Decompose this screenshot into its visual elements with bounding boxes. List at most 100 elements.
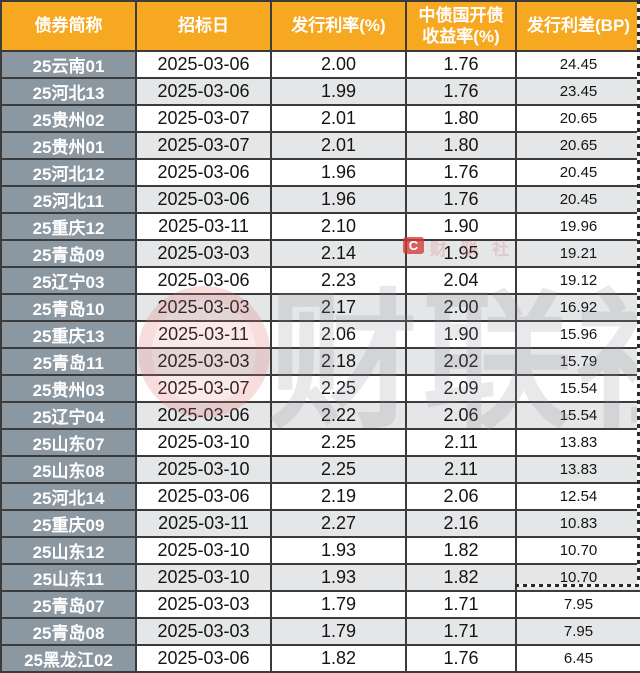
table-row: 25重庆09 2025-03-11 2.27 2.16 10.83	[0, 509, 640, 538]
bond-name-cell: 25山东08	[0, 455, 137, 484]
data-cell: 1.80	[405, 104, 517, 133]
data-cell: 20.65	[515, 131, 640, 160]
table-row: 25河北11 2025-03-06 1.96 1.76 20.45	[0, 185, 640, 214]
data-cell: 1.90	[405, 212, 517, 241]
data-cell: 2025-03-03	[135, 347, 272, 376]
data-cell: 6.45	[515, 644, 640, 673]
data-cell: 24.45	[515, 50, 640, 79]
table-row: 25青岛09 2025-03-03 2.14 1.95 19.21	[0, 239, 640, 268]
data-cell: 20.45	[515, 158, 640, 187]
data-cell: 19.96	[515, 212, 640, 241]
data-cell: 2025-03-03	[135, 590, 272, 619]
table-row: 25河北12 2025-03-06 1.96 1.76 20.45	[0, 158, 640, 187]
bond-name-cell: 25贵州02	[0, 104, 137, 133]
data-cell: 2.25	[270, 455, 407, 484]
data-cell: 2.17	[270, 293, 407, 322]
data-cell: 20.45	[515, 185, 640, 214]
data-cell: 2025-03-07	[135, 104, 272, 133]
data-cell: 1.71	[405, 617, 517, 646]
bond-name-cell: 25河北13	[0, 77, 137, 106]
bond-name-cell: 25贵州01	[0, 131, 137, 160]
data-cell: 2.01	[270, 131, 407, 160]
table-row: 25山东12 2025-03-10 1.93 1.82 10.70	[0, 536, 640, 565]
bond-name-cell: 25重庆09	[0, 509, 137, 538]
data-cell: 15.54	[515, 401, 640, 430]
data-cell: 19.21	[515, 239, 640, 268]
data-cell: 2025-03-06	[135, 401, 272, 430]
selection-marquee-right-edge	[637, 0, 640, 587]
table-row: 25辽宁04 2025-03-06 2.22 2.06 15.54	[0, 401, 640, 430]
bond-name-cell: 25河北12	[0, 158, 137, 187]
table-row: 25贵州03 2025-03-07 2.25 2.09 15.54	[0, 374, 640, 403]
table-row: 25山东07 2025-03-10 2.25 2.11 13.83	[0, 428, 640, 457]
data-cell: 10.70	[515, 536, 640, 565]
header-row: 债券简称 招标日 发行利率(%) 中债国开债 收益率(%) 发行利差(BP)	[0, 0, 640, 52]
data-cell: 1.76	[405, 77, 517, 106]
data-cell: 2.00	[270, 50, 407, 79]
data-cell: 2.04	[405, 266, 517, 295]
data-cell: 2.19	[270, 482, 407, 511]
data-cell: 2025-03-06	[135, 185, 272, 214]
data-cell: 2.06	[405, 401, 517, 430]
bond-name-cell: 25云南01	[0, 50, 137, 79]
data-cell: 2.10	[270, 212, 407, 241]
column-header-cdb-yield: 中债国开债 收益率(%)	[405, 0, 517, 52]
data-cell: 2025-03-10	[135, 536, 272, 565]
data-cell: 2025-03-06	[135, 158, 272, 187]
bond-name-cell: 25青岛07	[0, 590, 137, 619]
table-body: 25云南01 2025-03-06 2.00 1.76 24.45 25河北13 2025-…	[0, 50, 640, 673]
data-cell: 2025-03-07	[135, 374, 272, 403]
data-cell: 1.96	[270, 185, 407, 214]
data-cell: 1.99	[270, 77, 407, 106]
data-cell: 2025-03-06	[135, 77, 272, 106]
data-cell: 10.83	[515, 509, 640, 538]
table-row: 25重庆12 2025-03-11 2.10 1.90 19.96	[0, 212, 640, 241]
table-row: 25黑龙江02 2025-03-06 1.82 1.76 6.45	[0, 644, 640, 673]
data-cell: 2.02	[405, 347, 517, 376]
data-cell: 1.76	[405, 644, 517, 673]
data-cell: 2.09	[405, 374, 517, 403]
data-cell: 2.16	[405, 509, 517, 538]
data-cell: 2.11	[405, 428, 517, 457]
data-cell: 2025-03-06	[135, 266, 272, 295]
data-cell: 1.76	[405, 50, 517, 79]
data-cell: 13.83	[515, 428, 640, 457]
column-header-spread: 发行利差(BP)	[515, 0, 640, 52]
bond-name-cell: 25河北11	[0, 185, 137, 214]
data-cell: 2025-03-06	[135, 644, 272, 673]
bond-name-cell: 25山东07	[0, 428, 137, 457]
bond-name-cell: 25辽宁04	[0, 401, 137, 430]
data-cell: 7.95	[515, 617, 640, 646]
data-cell: 1.90	[405, 320, 517, 349]
data-cell: 2.01	[270, 104, 407, 133]
data-cell: 2.11	[405, 455, 517, 484]
data-cell: 20.65	[515, 104, 640, 133]
bond-name-cell: 25重庆12	[0, 212, 137, 241]
data-cell: 2025-03-10	[135, 455, 272, 484]
data-cell: 7.95	[515, 590, 640, 619]
column-header-issue-rate: 发行利率(%)	[270, 0, 407, 52]
table-row: 25山东08 2025-03-10 2.25 2.11 13.83	[0, 455, 640, 484]
bond-name-cell: 25贵州03	[0, 374, 137, 403]
data-cell: 23.45	[515, 77, 640, 106]
table-header: 债券简称 招标日 发行利率(%) 中债国开债 收益率(%) 发行利差(BP)	[0, 0, 640, 52]
data-cell: 15.54	[515, 374, 640, 403]
data-cell: 2025-03-11	[135, 320, 272, 349]
data-cell: 15.96	[515, 320, 640, 349]
data-cell: 2.22	[270, 401, 407, 430]
data-cell: 2025-03-07	[135, 131, 272, 160]
data-cell: 2025-03-03	[135, 239, 272, 268]
data-cell: 1.80	[405, 131, 517, 160]
data-cell: 1.96	[270, 158, 407, 187]
bond-name-cell: 25青岛09	[0, 239, 137, 268]
table-row: 25青岛07 2025-03-03 1.79 1.71 7.95	[0, 590, 640, 619]
bond-name-cell: 25河北14	[0, 482, 137, 511]
data-cell: 2025-03-06	[135, 50, 272, 79]
table-row: 25贵州02 2025-03-07 2.01 1.80 20.65	[0, 104, 640, 133]
data-cell: 2025-03-03	[135, 293, 272, 322]
data-cell: 2.14	[270, 239, 407, 268]
data-cell: 1.95	[405, 239, 517, 268]
table-row: 25青岛11 2025-03-03 2.18 2.02 15.79	[0, 347, 640, 376]
bond-name-cell: 25山东12	[0, 536, 137, 565]
